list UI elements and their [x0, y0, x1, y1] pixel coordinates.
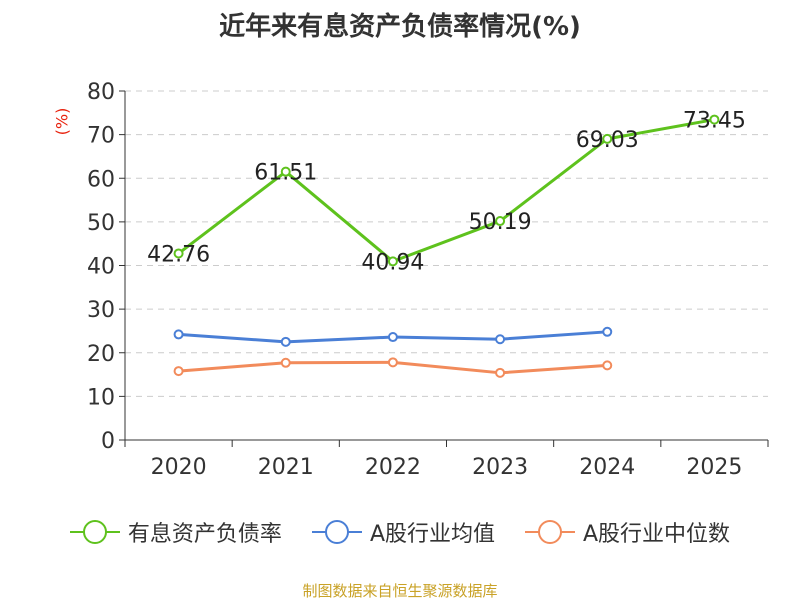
data-source-note: 制图数据来自恒生聚源数据库	[302, 582, 498, 600]
legend-symbol-series-2	[525, 520, 575, 544]
data-label-s0-5: 73.45	[683, 109, 746, 134]
data-point-s2-4	[602, 360, 613, 371]
x-tick-label-1: 2021	[258, 455, 314, 480]
data-point-s0-2	[387, 256, 398, 267]
data-point-s2-3	[495, 367, 506, 378]
y-tick-label-5: 50	[87, 211, 115, 236]
x-tick-label-3: 2023	[472, 455, 528, 480]
x-tick-label-2: 2022	[365, 455, 421, 480]
data-point-s2-0	[173, 366, 184, 377]
y-tick-label-8: 80	[87, 80, 115, 105]
data-point-s0-0	[173, 248, 184, 259]
legend-item-series-1[interactable]: A股行业均值	[311, 516, 495, 548]
data-label-s0-3: 50.19	[469, 210, 532, 235]
y-tick-label-4: 40	[87, 255, 115, 280]
data-label-s0-0: 42.76	[147, 242, 210, 267]
legend-symbol-series-1	[311, 520, 362, 544]
data-point-s0-3	[495, 216, 506, 227]
x-tick-label-5: 2025	[686, 455, 742, 480]
data-point-s0-5	[709, 114, 720, 125]
data-point-s1-3	[495, 334, 506, 345]
x-tick-label-4: 2024	[579, 455, 635, 480]
series-line-0	[177, 118, 715, 263]
legend: 有息资产负债率 A股行业均值 A股行业中位数	[0, 516, 800, 548]
data-point-s1-2	[387, 332, 398, 343]
legend-symbol-series-0	[69, 520, 120, 544]
data-label-s0-4: 69.03	[576, 128, 639, 153]
data-point-s2-1	[280, 357, 291, 368]
y-tick-label-6: 60	[87, 167, 115, 192]
data-point-s1-1	[280, 336, 291, 347]
data-point-s2-2	[387, 357, 398, 368]
y-tick-label-7: 70	[87, 124, 115, 149]
legend-item-series-0[interactable]: 有息资产负债率	[69, 516, 282, 548]
legend-item-series-2[interactable]: A股行业中位数	[525, 516, 730, 548]
legend-label-series-1: A股行业均值	[369, 522, 495, 547]
y-tick-label-0: 0	[101, 429, 115, 454]
y-tick-label-2: 20	[87, 342, 115, 367]
chart-title: 近年来有息资产负债率情况(%)	[219, 12, 581, 42]
data-point-s0-4	[602, 133, 613, 144]
legend-label-series-2: A股行业中位数	[583, 522, 731, 547]
data-point-s1-0	[173, 329, 184, 340]
y-tick-label-1: 10	[87, 385, 115, 410]
data-label-s0-2: 40.94	[361, 250, 424, 275]
data-point-s1-4	[602, 326, 613, 337]
legend-label-series-0: 有息资产负债率	[127, 522, 282, 547]
data-label-s0-1: 61.51	[254, 161, 317, 186]
data-point-s0-1	[280, 166, 291, 177]
y-tick-label-3: 30	[87, 298, 115, 323]
x-tick-label-0: 2020	[151, 455, 207, 480]
